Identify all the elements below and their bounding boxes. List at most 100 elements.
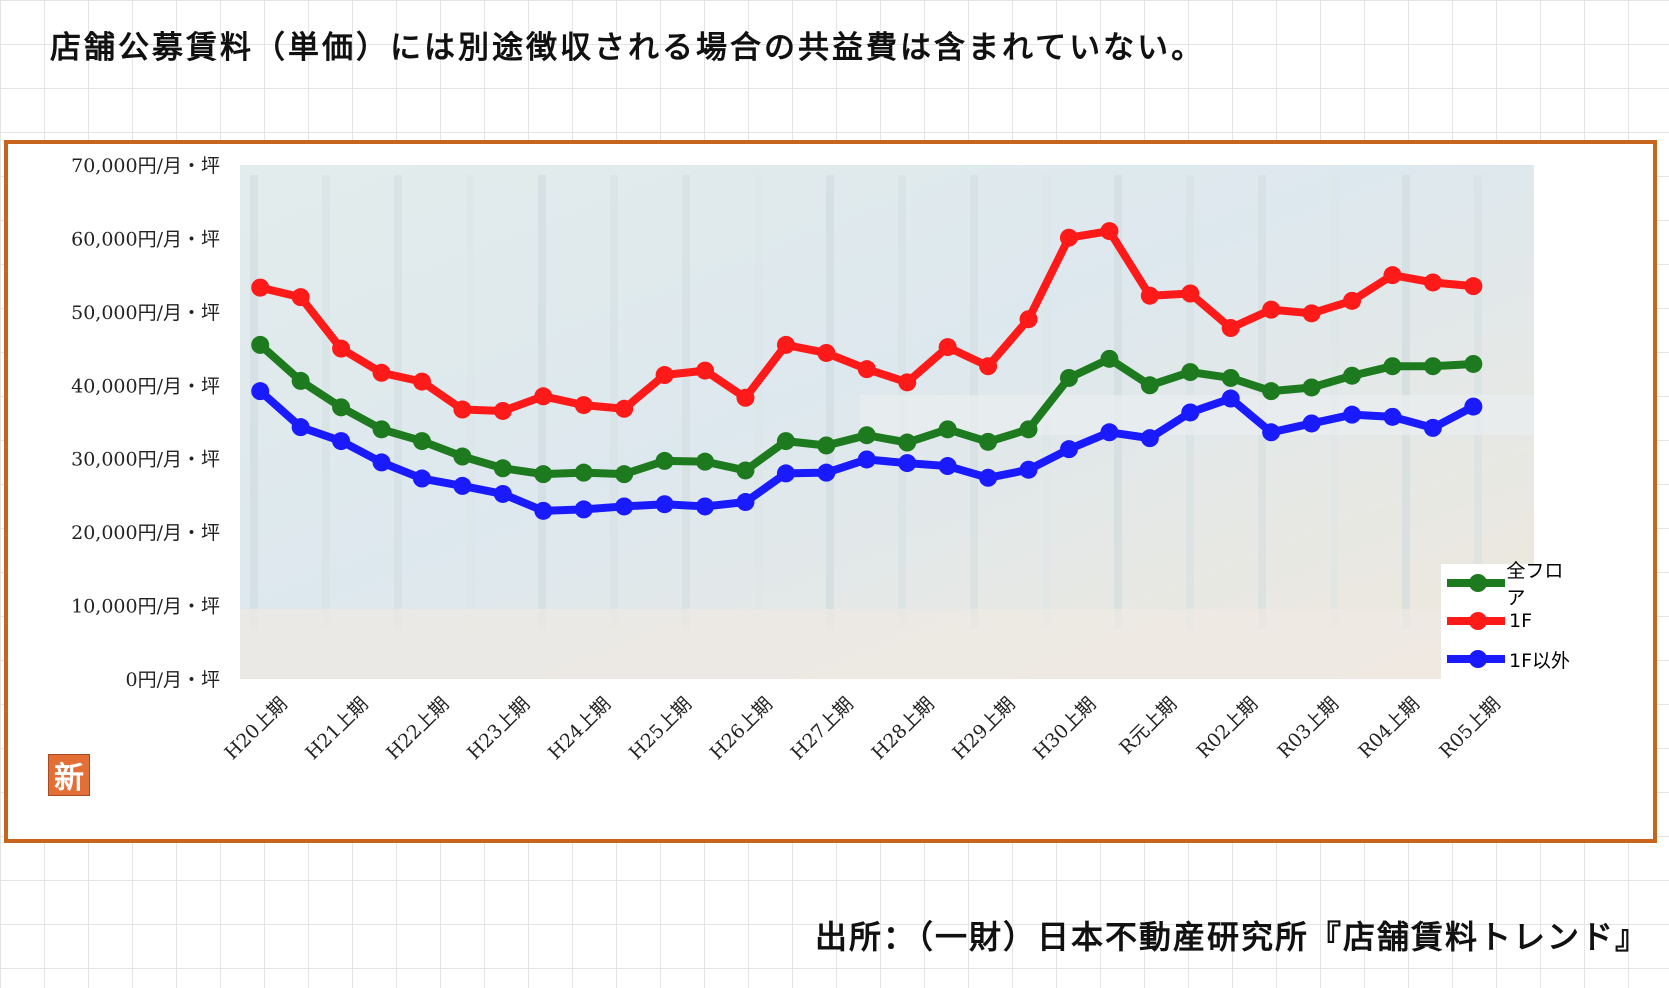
x-tick-label: H27上期 [787,693,858,764]
data-point [1100,349,1119,368]
background-pillar [682,175,690,629]
data-point [1140,376,1159,395]
series-other-floors [251,382,1483,520]
data-point [1181,363,1200,382]
data-point [1059,228,1078,247]
x-tick-label: H24上期 [544,693,615,764]
data-point [1464,277,1483,296]
legend-label-first-floor: 1F [1509,610,1533,632]
data-point [574,396,593,415]
y-tick-label: 30,000円/月・坪 [71,449,220,471]
data-point [332,339,351,358]
x-tick-label: H21上期 [301,693,372,764]
data-point [817,436,836,455]
x-tick-label: H30上期 [1029,693,1100,764]
data-point [1019,460,1038,479]
data-point [817,463,836,482]
data-point [1423,273,1442,292]
data-point [1221,389,1240,408]
background-street [240,609,1534,679]
data-point [1423,418,1442,437]
legend-swatch-first-floor [1447,612,1505,630]
data-point [493,484,512,503]
data-point [1140,429,1159,448]
note-text: 店舗公募賃料（単価）には別途徴収される場合の共益費は含まれていない。 [50,30,1206,66]
data-point [1181,284,1200,303]
data-point [332,398,351,417]
data-point [1302,378,1321,397]
series-first-floor [251,222,1483,420]
data-point [938,338,957,357]
x-axis-ticks: H20上期 H21上期 H22上期 H23上期 H24上期 H25上期 H26上期 H27上期… [221,693,1505,764]
y-tick-label: 70,000円/月・坪 [71,155,220,177]
data-point [574,463,593,482]
x-tick-label: H26上期 [706,693,777,764]
x-tick-label: R03上期 [1273,693,1343,763]
data-point [857,426,876,445]
data-point [1383,266,1402,285]
data-point [534,465,553,484]
x-tick-label: R05上期 [1435,693,1505,763]
data-point [453,447,472,466]
x-tick-label: H28上期 [868,693,939,764]
legend-item-other-floors: 1F以外 [1441,640,1579,678]
data-point [412,469,431,488]
data-point [534,501,553,520]
source-text: 出所：（一財）日本不動産研究所『店舗賃料トレンド』 [814,918,1649,956]
data-point [1302,304,1321,323]
data-point [453,476,472,495]
data-point [857,360,876,379]
x-tick-label: H23上期 [463,693,534,764]
data-point [251,382,270,401]
data-point [938,457,957,476]
data-point [1181,403,1200,422]
data-point [1464,354,1483,373]
data-point [412,432,431,451]
data-point [979,357,998,376]
background-pillar [754,175,762,629]
data-point [1221,319,1240,338]
data-point [1343,405,1362,424]
data-point [1059,368,1078,387]
chart-frame: 70,000円/月・坪 60,000円/月・坪 50,000円/月・坪 40,000円… [4,140,1657,843]
data-point [291,418,310,437]
legend-label-all-floors: 全フロア [1506,560,1564,609]
new-badge-icon: 新 [48,754,90,796]
data-point [898,433,917,452]
background-pillar [466,175,474,629]
y-tick-label: 50,000円/月・坪 [71,302,220,324]
series-all-floors [251,335,1483,484]
background-pillar [610,175,618,629]
data-point [332,432,351,451]
data-point [251,278,270,297]
data-point [817,343,836,362]
plot-background-photo [240,165,1534,679]
legend-item-first-floor: 1F [1441,602,1579,640]
data-point [898,373,917,392]
data-point [291,288,310,307]
data-point [1019,310,1038,329]
data-point [291,371,310,390]
data-point [1100,222,1119,241]
data-point [615,465,634,484]
data-point [696,452,715,471]
data-point [493,401,512,420]
y-axis-ticks: 70,000円/月・坪 60,000円/月・坪 50,000円/月・坪 40,000円… [71,155,220,691]
data-point [1383,407,1402,426]
data-point [1221,368,1240,387]
data-point [1383,357,1402,376]
data-point [696,361,715,380]
data-point [615,497,634,516]
data-point [615,399,634,418]
data-point [655,495,674,514]
data-point [1262,382,1281,401]
background-pillar [826,175,834,629]
data-point [1464,397,1483,416]
data-point [776,432,795,451]
data-point [372,420,391,439]
legend-item-all-floors: 全フロア [1441,560,1579,609]
data-point [696,497,715,516]
data-point [372,453,391,472]
data-point [372,363,391,382]
data-point [736,388,755,407]
